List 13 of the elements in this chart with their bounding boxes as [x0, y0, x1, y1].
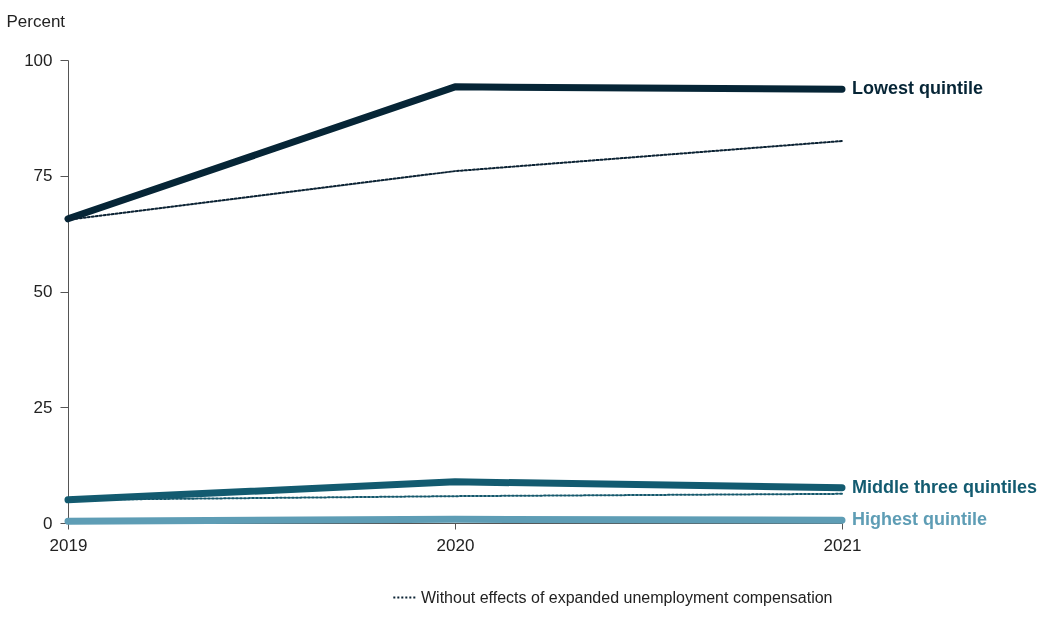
series-label: Lowest quintile: [852, 78, 984, 99]
y-tick-label: 0: [43, 513, 53, 533]
x-tick-label: 2020: [436, 535, 475, 555]
legend-label: Without effects of expanded unemployment compensation: [421, 588, 833, 606]
x-tick-label: 2021: [823, 535, 862, 555]
y-axis-title: Percent: [6, 11, 66, 31]
series-label: Highest quintile: [852, 509, 987, 530]
x-tick-label: 2019: [49, 535, 88, 555]
y-tick-label: 25: [33, 397, 53, 417]
y-tick-label: 50: [33, 282, 53, 301]
y-tick-label: 75: [33, 166, 53, 186]
y-tick-label: 100: [24, 50, 53, 70]
series-label: Middle three quintiles: [852, 476, 1038, 497]
